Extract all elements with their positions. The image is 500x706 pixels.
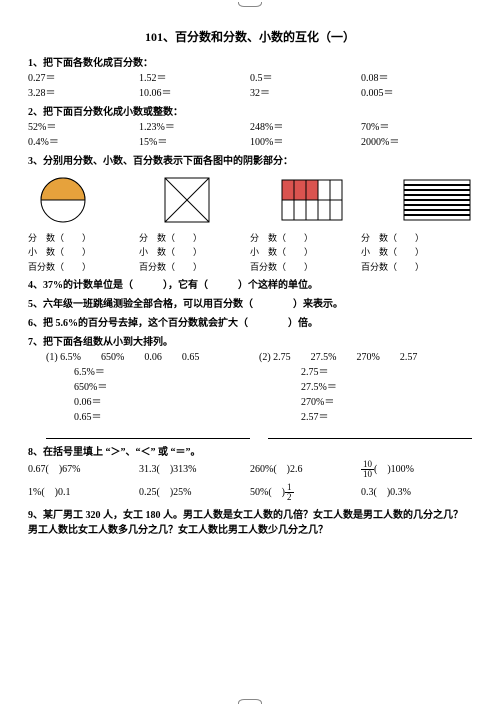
lbl: 分 数（ ） bbox=[361, 231, 472, 245]
section-1-head: 1、把下面各数化成百分数： bbox=[28, 56, 472, 71]
q: 100%＝ bbox=[250, 135, 361, 150]
lbl: 百分数（ ） bbox=[250, 260, 361, 274]
answer-line bbox=[46, 437, 250, 439]
cmp: 1%( )0.1 bbox=[28, 485, 139, 500]
s1-row2: 3.28＝ 10.06＝ 32＝ 0.005＝ bbox=[28, 86, 472, 101]
s2-row2: 0.4%＝ 15%＝ 100%＝ 2000%＝ bbox=[28, 135, 472, 150]
q: 52%＝ bbox=[28, 120, 139, 135]
figure-labels: 分 数（ ） 小 数（ ） 百分数（ ） 分 数（ ） 小 数（ ） 百分数（ … bbox=[28, 231, 472, 274]
cmp: 260%( )2.6 bbox=[250, 462, 361, 477]
q: 2000%＝ bbox=[361, 135, 472, 150]
grid-shaded-icon bbox=[277, 175, 347, 225]
g2l: 270%＝ bbox=[245, 395, 472, 410]
section-4: 4、37%的计数单位是（ ），它有（ ）个这样的单位。 bbox=[28, 278, 472, 293]
lbl: 分 数（ ） bbox=[139, 231, 250, 245]
section-3-head: 3、分别用分数、小数、百分数表示下面各图中的阴影部分： bbox=[28, 154, 472, 169]
q: 10.06＝ bbox=[139, 86, 250, 101]
fraction-icon: 12 bbox=[285, 483, 294, 502]
cmp: 1010( )100% bbox=[361, 460, 472, 479]
q: 32＝ bbox=[250, 86, 361, 101]
square-x-icon bbox=[153, 175, 223, 225]
section-5: 5、六年级一班跳绳测验全部合格，可以用百分数（ ）来表示。 bbox=[28, 297, 472, 312]
s2-row1: 52%＝ 1.23%＝ 248%＝ 70%＝ bbox=[28, 120, 472, 135]
lbl: 小 数（ ） bbox=[361, 245, 472, 259]
section-6: 6、把 5.6%的百分号去掉，这个百分数就会扩大（ ）倍。 bbox=[28, 316, 472, 331]
cmp: 31.3( )313% bbox=[139, 462, 250, 477]
section-7-head: 7、把下面各组数从小到大排列。 bbox=[28, 335, 472, 350]
lbl: 分 数（ ） bbox=[250, 231, 361, 245]
g1-head: (1) 6.5% 650% 0.06 0.65 bbox=[28, 350, 259, 365]
g2-head: (2) 2.75 27.5% 270% 2.57 bbox=[259, 350, 472, 365]
cmp: 50%( )12 bbox=[250, 483, 361, 502]
cmp: 0.25( )25% bbox=[139, 485, 250, 500]
g2l: 2.75＝ bbox=[245, 365, 472, 380]
q: 0.4%＝ bbox=[28, 135, 139, 150]
page-title: 101、百分数和分数、小数的互化（一） bbox=[28, 28, 472, 46]
q: 15%＝ bbox=[139, 135, 250, 150]
hlines-icon bbox=[402, 175, 472, 225]
q: 1.23%＝ bbox=[139, 120, 250, 135]
q: 0.27＝ bbox=[28, 71, 139, 86]
fraction-icon: 1010 bbox=[361, 460, 374, 479]
q: 0.005＝ bbox=[361, 86, 472, 101]
worksheet-page: 101、百分数和分数、小数的互化（一） 1、把下面各数化成百分数： 0.27＝ … bbox=[0, 0, 500, 706]
section-9: 9、某厂男工 320 人，女工 180 人。男工人数是女工人数的几倍？女工人数是… bbox=[28, 508, 472, 538]
g1l: 0.65＝ bbox=[28, 410, 245, 425]
answer-line bbox=[268, 437, 472, 439]
q: 0.08＝ bbox=[361, 71, 472, 86]
circle-half-icon bbox=[28, 175, 98, 225]
q: 248%＝ bbox=[250, 120, 361, 135]
section-2-head: 2、把下面百分数化成小数或整数： bbox=[28, 105, 472, 120]
g2l: 27.5%＝ bbox=[245, 380, 472, 395]
g1l: 650%＝ bbox=[28, 380, 245, 395]
lbl: 小 数（ ） bbox=[250, 245, 361, 259]
g2l: 2.57＝ bbox=[245, 410, 472, 425]
q: 70%＝ bbox=[361, 120, 472, 135]
cmp: 0.3( )0.3% bbox=[361, 485, 472, 500]
q: 1.52＝ bbox=[139, 71, 250, 86]
q: 0.5＝ bbox=[250, 71, 361, 86]
lbl: 小 数（ ） bbox=[139, 245, 250, 259]
section-8-head: 8、在括号里填上 “＞”、“＜” 或 “＝”。 bbox=[28, 445, 472, 460]
lbl: 小 数（ ） bbox=[28, 245, 139, 259]
s1-row1: 0.27＝ 1.52＝ 0.5＝ 0.08＝ bbox=[28, 71, 472, 86]
g1l: 6.5%＝ bbox=[28, 365, 245, 380]
g1l: 0.06＝ bbox=[28, 395, 245, 410]
lbl: 分 数（ ） bbox=[28, 231, 139, 245]
q: 3.28＝ bbox=[28, 86, 139, 101]
lbl: 百分数（ ） bbox=[139, 260, 250, 274]
lbl: 百分数（ ） bbox=[361, 260, 472, 274]
figure-row bbox=[28, 175, 472, 225]
lbl: 百分数（ ） bbox=[28, 260, 139, 274]
cmp: 0.67( )67% bbox=[28, 462, 139, 477]
s7-heads: (1) 6.5% 650% 0.06 0.65 (2) 2.75 27.5% 2… bbox=[28, 350, 472, 365]
